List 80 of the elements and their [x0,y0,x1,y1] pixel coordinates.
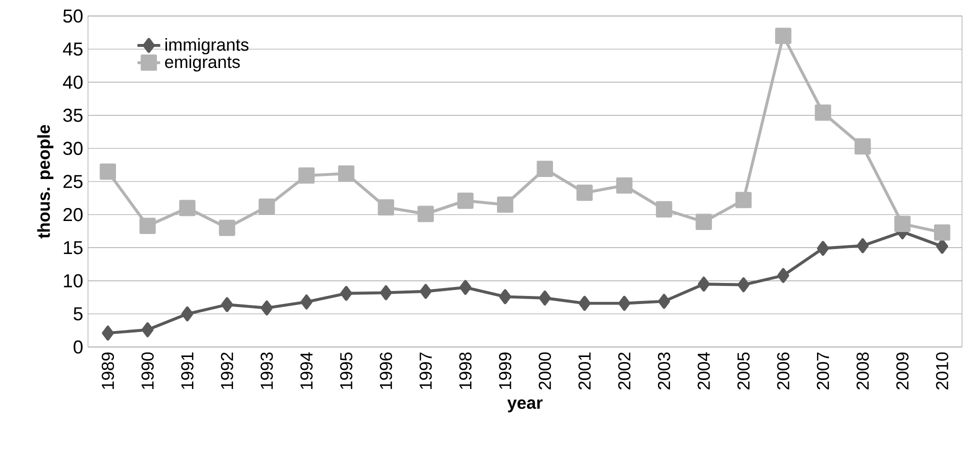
point [181,306,194,322]
y-tick-label: 40 [62,76,83,89]
point [340,286,352,301]
point [735,192,752,208]
point [936,238,948,254]
y-tick-label: 10 [64,274,83,288]
point [418,206,434,222]
point [536,160,554,178]
x-tick-label: 1997 [420,352,432,389]
x-tick-label: 1992 [220,352,234,389]
x-tick-label: 2003 [658,352,670,390]
x-tick-label: 2009 [896,352,909,390]
point [856,238,869,254]
point [221,297,234,312]
x-tick-label: 1989 [102,352,114,389]
x-tick-label: 2005 [737,352,750,390]
y-tick-label: 20 [63,208,83,222]
point [578,296,591,311]
x-tick-label: 2006 [777,352,790,390]
point [378,199,394,216]
point [457,192,474,209]
x-tick-label: 2007 [816,352,830,390]
x-tick-label: 1990 [141,352,154,389]
point [142,322,154,338]
legend-label: immigrants [165,38,248,54]
point [538,290,551,306]
point [420,284,432,299]
point [738,277,750,292]
x-tick-label: 2000 [538,352,552,390]
point [656,201,672,218]
point [616,177,632,194]
y-tick-label: 50 [63,9,83,23]
point [179,200,196,216]
point [698,276,710,292]
y-tick-label: 30 [63,142,83,156]
point [338,165,354,182]
y-tick-label: 0 [74,340,83,354]
point [102,326,114,341]
x-tick-label: 1996 [380,352,392,389]
x-tick-label: 2008 [856,352,869,390]
point [658,294,670,309]
point [459,280,472,295]
point [100,163,116,180]
x-tick-label: 1999 [499,352,512,389]
y-tick-label: 45 [62,42,83,56]
y-axis-title: thous. people [37,124,54,238]
x-tick-label: 1995 [340,352,352,389]
point [814,104,832,121]
point [816,240,829,256]
x-tick-label: 1993 [260,352,273,389]
point [300,294,312,310]
point [499,289,512,304]
y-tick-label: 15 [64,241,83,254]
point [618,296,630,311]
point [298,167,315,184]
point [934,224,950,241]
point [258,198,275,215]
x-tick-label: 1991 [181,352,194,389]
point [139,218,156,234]
point [777,268,790,283]
point [854,138,871,155]
legend-label: emigrants [165,55,240,72]
x-tick-label: 2002 [618,352,630,390]
point [380,285,392,300]
y-tick-label: 25 [63,174,83,188]
point [260,300,273,316]
point [497,196,514,213]
point [218,220,236,236]
point [894,216,911,232]
x-tick-label: 1998 [459,352,472,389]
x-tick-label: 1994 [300,352,313,389]
x-axis-title: year [507,399,543,412]
y-tick-label: 5 [74,307,83,320]
point [696,214,712,230]
point [775,28,792,44]
x-tick-label: 2010 [936,352,948,390]
x-tick-label: 2004 [698,352,710,390]
x-tick-label: 2001 [578,352,591,390]
point [576,184,593,201]
y-tick-label: 35 [63,108,83,122]
